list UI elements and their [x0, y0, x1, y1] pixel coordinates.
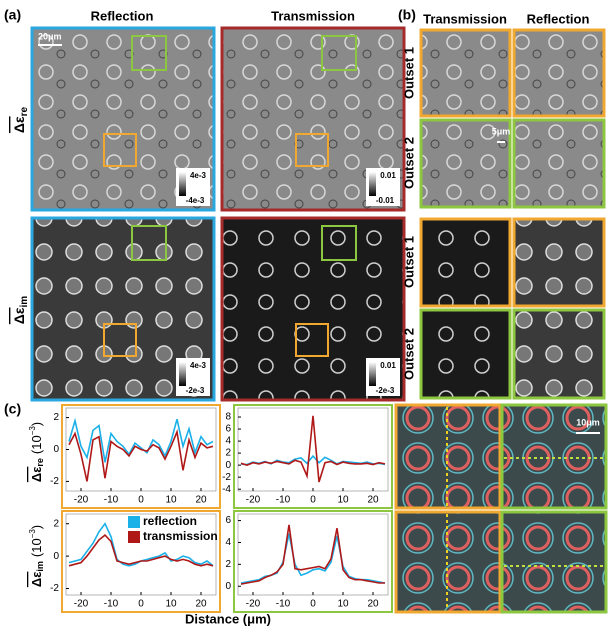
x-tick-label: 0	[138, 599, 144, 610]
x-tick-label: -10	[276, 599, 291, 610]
unit: (10	[29, 538, 44, 557]
subscript: re	[35, 458, 45, 467]
x-tick-label: -10	[104, 495, 119, 506]
y-tick-label: -2	[50, 583, 59, 594]
y-tick-label: -2	[222, 472, 231, 483]
unit-close: )	[29, 422, 44, 426]
x-tick-label: 20	[195, 495, 207, 506]
y-tick-label: -4	[222, 484, 231, 495]
y-tick-label: 8	[225, 412, 231, 423]
symbol: Δε	[11, 116, 27, 133]
colorbar-label: 4e-3	[190, 171, 207, 180]
colorbar-label: -4e-3	[186, 196, 205, 205]
x-tick-label: -20	[74, 599, 89, 610]
scale-bar-label: 5μm	[492, 126, 511, 136]
y-tick-label: 2	[53, 518, 59, 529]
y-axis-label: Δεim (10−3)	[28, 525, 45, 587]
symbol: Δε	[11, 307, 27, 324]
y-tick-label: 2	[225, 448, 231, 459]
symbol: Δε	[29, 467, 44, 483]
column-title: Reflection	[527, 11, 590, 26]
column-title: Transmission	[271, 8, 355, 23]
row-label: Outset 2	[401, 137, 416, 189]
row-label: Outset 2	[401, 328, 416, 380]
colorbar-label: 4e-3	[190, 361, 207, 370]
legend-swatch	[128, 531, 140, 543]
x-tick-label: 10	[165, 495, 177, 506]
x-tick-label: -20	[246, 599, 261, 610]
x-tick-label: 0	[310, 599, 316, 610]
subscript: re	[19, 106, 30, 116]
subscript: im	[19, 296, 30, 308]
x-tick-label: 10	[337, 495, 349, 506]
y-tick-label: 0	[53, 444, 59, 455]
y-tick-label: 0	[225, 460, 231, 471]
merged-images	[394, 403, 608, 614]
y-tick-label: 2	[225, 559, 231, 570]
y-tick-label: 6	[225, 515, 231, 526]
symbol: Δε	[29, 572, 44, 588]
colorbar-label: -0.01	[376, 196, 395, 205]
row-label: Δεre	[11, 106, 30, 133]
panel-label: (c)	[4, 401, 21, 417]
data-line	[68, 428, 214, 482]
unit-close: )	[29, 525, 44, 529]
panel-label: (b)	[398, 7, 416, 23]
y-tick-label: 6	[225, 424, 231, 435]
x-tick-label: 0	[310, 495, 316, 506]
colorbar-label: 0.01	[380, 171, 396, 180]
roi-boxes	[103, 35, 357, 357]
x-tick-label: 20	[367, 599, 379, 610]
image-grid: 20μm 4e-3 -4e-3 0.01 -0.01 4e-3 -2e-3 0.…	[30, 26, 406, 402]
x-axis-label: Distance (μm)	[185, 611, 271, 626]
colorbar-label: 0.01	[380, 361, 396, 370]
y-tick-label: 0	[53, 551, 59, 562]
data-line	[240, 524, 385, 585]
y-tick-label: -2	[50, 476, 59, 487]
row-label: Outset 1	[401, 236, 416, 288]
y-axis-label: Δεre (10−3)	[28, 422, 45, 482]
legend-swatch	[128, 516, 140, 528]
legend-label: transmission	[143, 529, 218, 543]
colorbar-label: -2e-3	[376, 386, 395, 395]
x-tick-label: 20	[195, 599, 207, 610]
data-line	[68, 417, 214, 463]
x-tick-label: 10	[165, 599, 177, 610]
x-tick-label: 20	[367, 495, 379, 506]
unit-exponent: −3	[28, 426, 37, 436]
y-tick-label: 2	[53, 412, 59, 423]
data-line	[240, 415, 386, 483]
colorbars: 4e-3 -4e-3 0.01 -0.01 4e-3 -2e-3 0.01 -2…	[176, 168, 400, 396]
x-tick-label: -10	[276, 495, 291, 506]
x-tick-label: -20	[74, 495, 89, 506]
plot-frame	[233, 510, 393, 613]
x-tick-label: -20	[246, 495, 261, 506]
panel-label: (a)	[4, 7, 21, 23]
data-line	[68, 534, 214, 567]
column-title: Reflection	[91, 8, 154, 23]
column-title: Transmission	[423, 11, 507, 26]
y-tick-label: 4	[225, 436, 231, 447]
unit: (10	[29, 435, 44, 454]
y-tick-label: 4	[225, 537, 231, 548]
x-tick-label: 0	[138, 495, 144, 506]
row-label: Outset 1	[401, 47, 416, 99]
legend-label: reflection	[143, 514, 197, 528]
colorbar-label: -2e-3	[186, 386, 205, 395]
outset-images	[419, 28, 606, 400]
x-tick-label: 10	[337, 599, 349, 610]
row-label: Δεim	[11, 296, 30, 324]
scale-bar-label: 20μm	[38, 31, 62, 41]
unit-exponent: −3	[28, 529, 37, 539]
subscript: im	[35, 561, 45, 572]
x-tick-label: -10	[104, 599, 119, 610]
y-tick-label: 0	[225, 581, 231, 592]
scale-bar-label: 10μm	[576, 417, 600, 427]
